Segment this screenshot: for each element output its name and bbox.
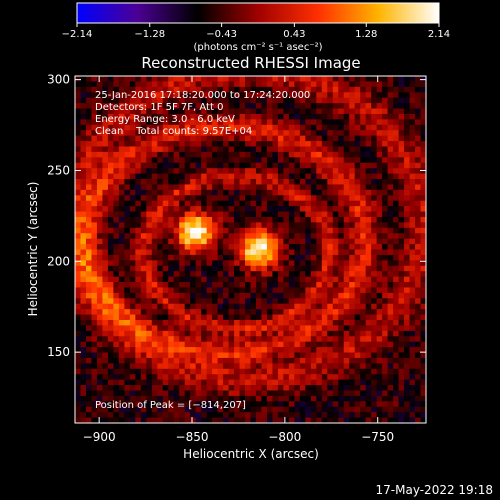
plot-frame [74,75,427,424]
colorbar-tick-label: 1.28 [355,29,377,40]
x-tick-label: −750 [361,430,394,444]
y-tick-label: 200 [47,254,70,268]
x-tick-label: −900 [83,430,116,444]
y-tick-label: 300 [47,73,70,87]
x-axis-ticks: −900 −850 −800 −750 [83,76,394,444]
colorbar-tick-label: 0.43 [283,29,305,40]
x-tick-label: −850 [176,430,209,444]
heatmap-image [75,76,426,423]
annotation-clean-counts: Clean Total counts: 9.57E+04 [95,126,252,137]
chart-title: Reconstructed RHESSI Image [141,54,360,72]
annotation-time-range: 25-Jan-2016 17:18:20.000 to 17:24:20.000 [95,90,310,101]
colorbar-ticks: −2.14 −1.28 −0.43 0.43 1.28 2.14 [62,23,450,40]
colorbar-tick-label: −0.43 [206,29,237,40]
peak-position-label: Position of Peak = [−814,207] [95,400,246,411]
y-tick-label: 150 [47,345,70,359]
x-tick-label: −800 [268,430,301,444]
colorbar-tick-label: −2.14 [62,29,93,40]
annotation-energy-range: Energy Range: 3.0 - 6.0 keV [95,114,235,125]
footer-timestamp: 17-May-2022 19:18 [376,483,493,497]
y-tick-label: 250 [47,163,70,177]
colorbar [76,2,440,24]
annotation-detectors: Detectors: 1F 5F 7F, Att 0 [95,102,223,113]
colorbar-tick-label: −1.28 [134,29,165,40]
x-axis-label: Heliocentric X (arcsec) [183,447,319,461]
y-axis-ticks: 150 200 250 300 [47,73,426,359]
colorbar-units-label: (photons cm⁻² s⁻¹ asec⁻²) [193,42,322,53]
colorbar-tick-label: 2.14 [428,29,450,40]
y-axis-label: Heliocentric Y (arcsec) [26,182,40,317]
